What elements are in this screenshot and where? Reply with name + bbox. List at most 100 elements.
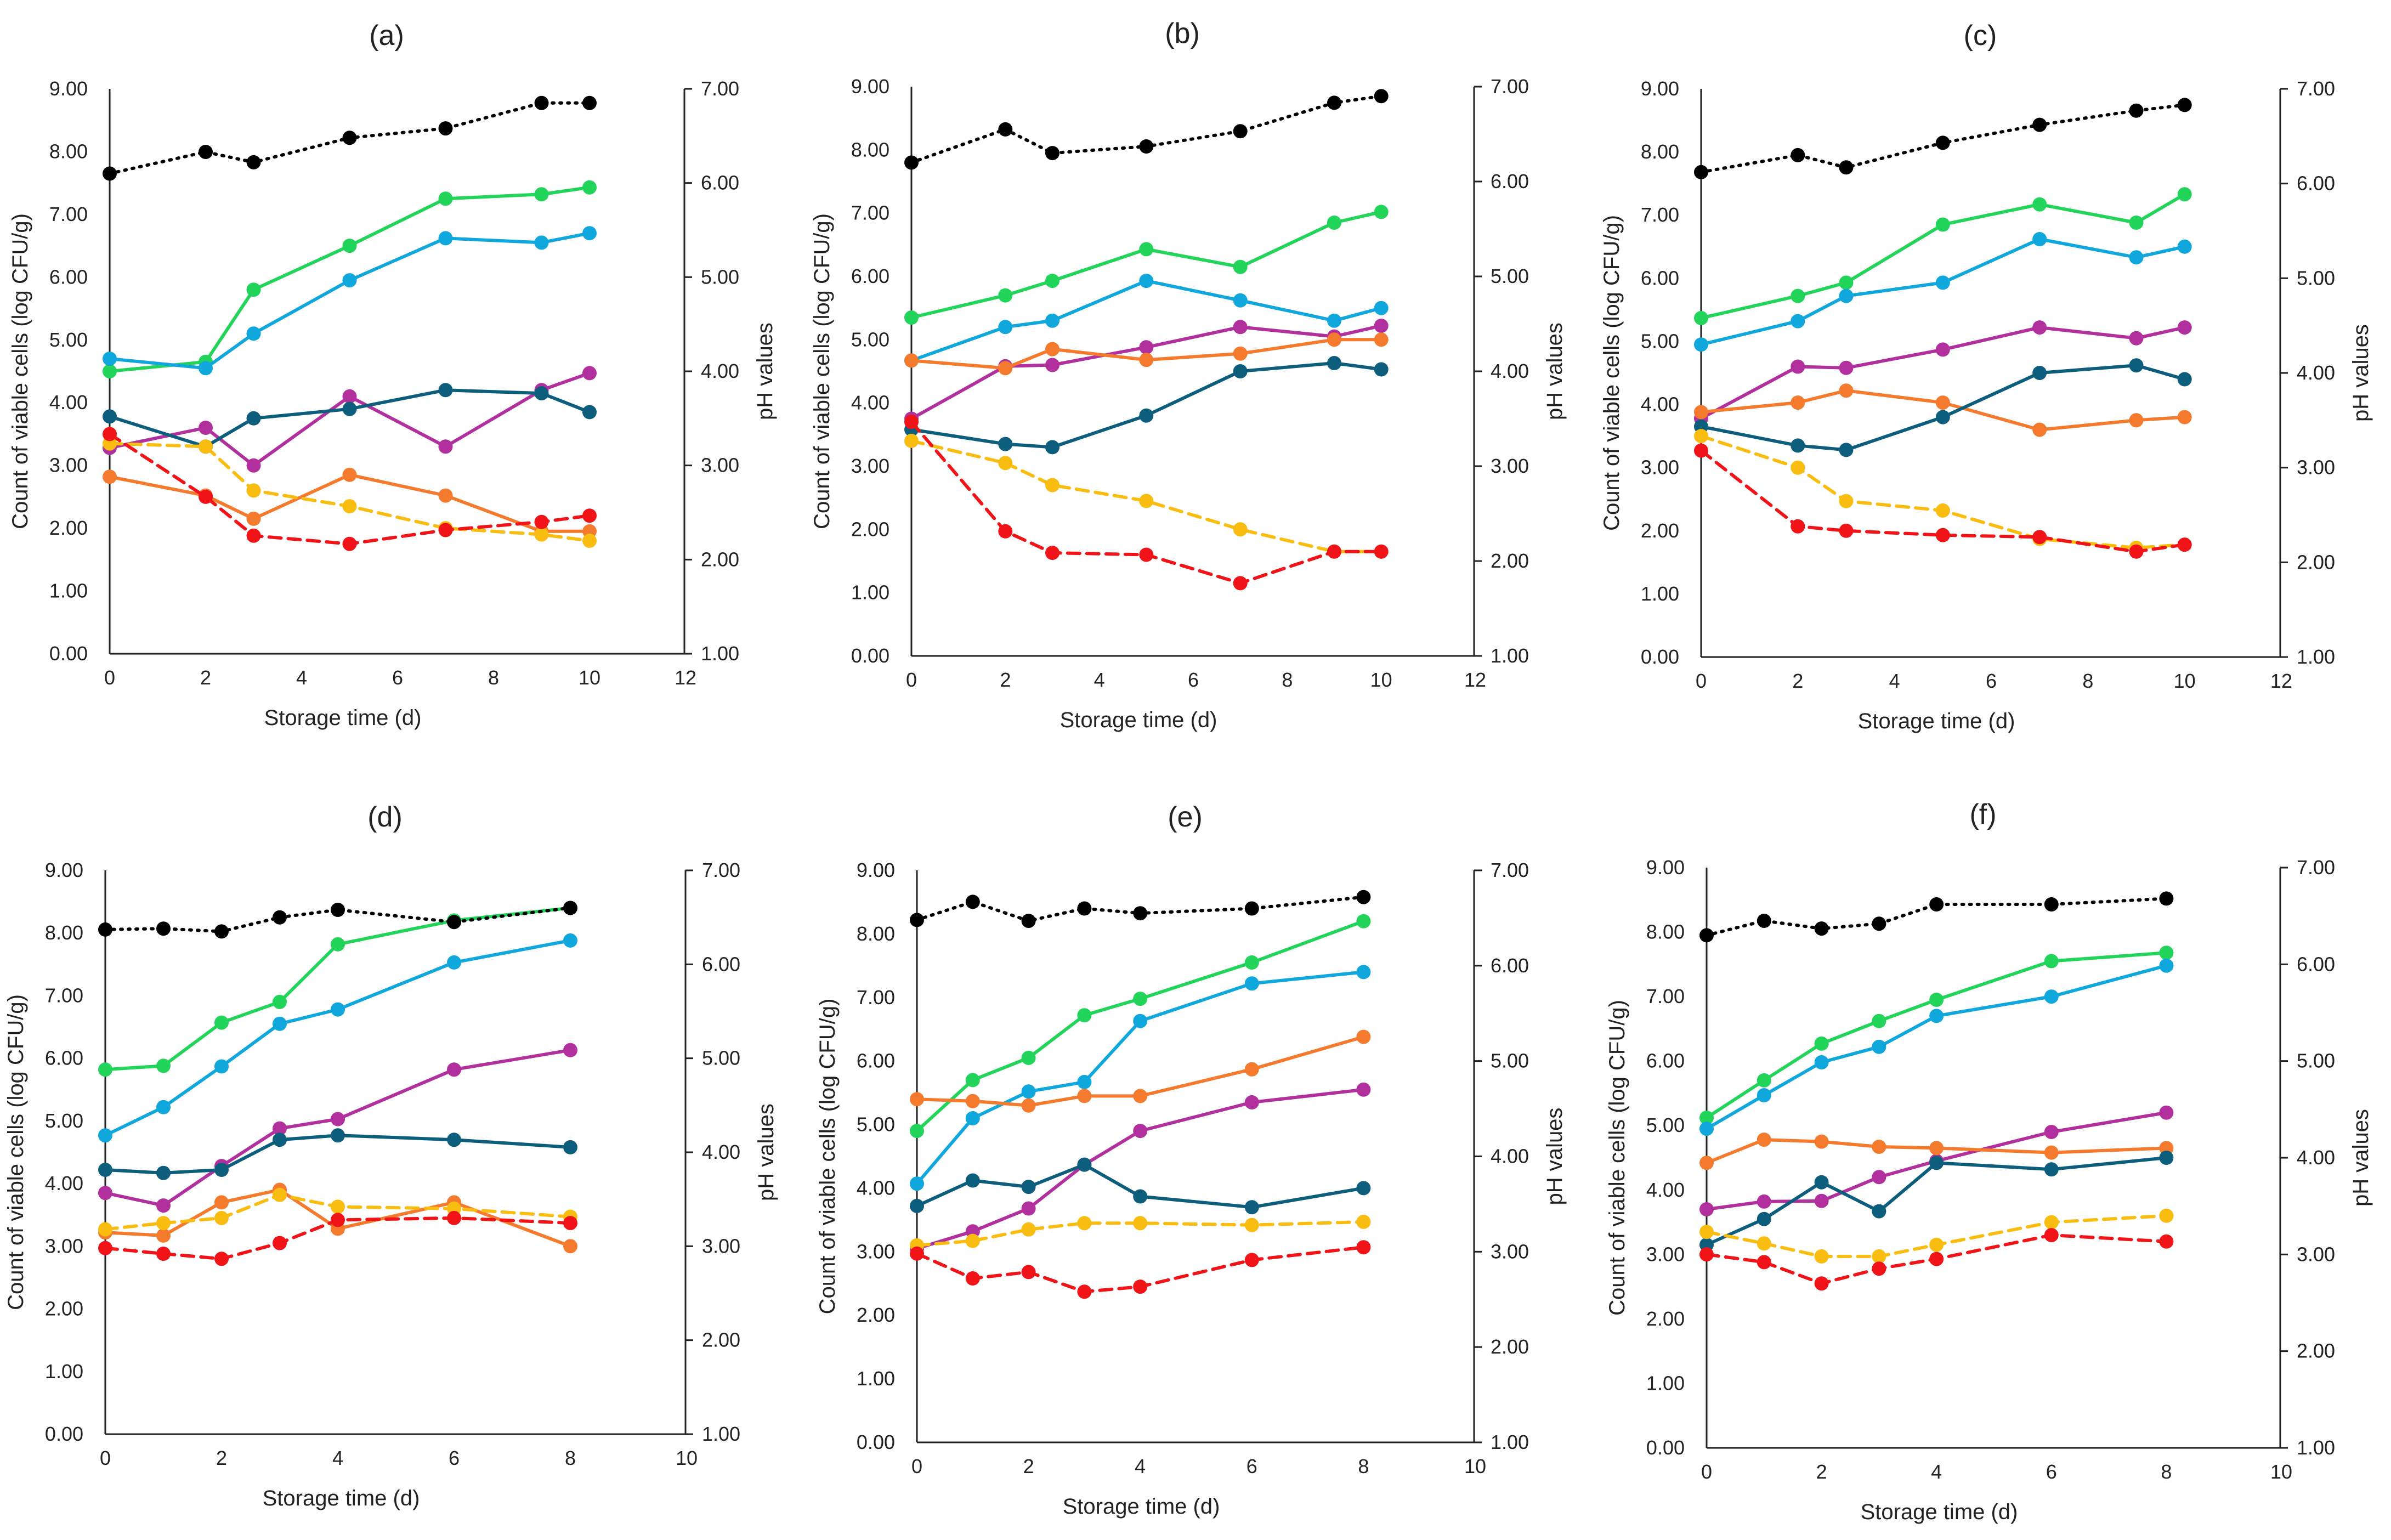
data-point-black [2044,897,2059,911]
data-point-purple [246,458,261,473]
data-point-red [1139,547,1154,562]
data-point-purple [1356,1082,1371,1097]
data-point-teal [98,1163,112,1177]
data-point-red [1757,1255,1771,1270]
data-point-orange [1814,1134,1829,1149]
x-tick-label: 2 [200,666,211,689]
data-point-red [1791,519,1805,534]
data-point-red [965,1271,980,1286]
data-point-orange [1133,1089,1148,1103]
data-point-blue [342,273,357,288]
data-point-green [273,994,287,1009]
data-point-purple [331,1112,345,1126]
data-point-red [2129,544,2144,559]
x-axis-title: Storage time (d) [1858,709,2015,733]
y-tick-label: 4.00 [1641,393,1679,416]
data-point-green [1045,274,1059,288]
data-point-green [582,180,597,195]
data-point-black [342,131,357,145]
x-tick-label: 0 [100,1447,111,1469]
y2-tick-label: 5.00 [701,265,739,288]
data-point-red [273,1236,287,1250]
series-line-blue [1699,237,2186,347]
data-point-blue [1133,1014,1148,1028]
data-point-red [1872,1261,1886,1276]
data-point-orange [2177,410,2192,424]
y2-axis-title: pH values [754,1103,778,1201]
data-point-teal [438,383,453,398]
y-tick-label: 9.00 [851,75,889,98]
x-tick-label: 8 [1358,1455,1369,1477]
data-point-green [998,288,1013,303]
data-point-black [582,95,597,110]
y-tick-label: 5.00 [45,1109,83,1132]
data-point-blue [246,326,261,341]
data-point-red [2032,530,2047,545]
y2-tick-label: 2.00 [2297,551,2335,573]
y2-tick-label: 5.00 [2297,267,2335,289]
data-point-blue [2159,958,2174,973]
y2-tick-label: 1.00 [2297,1436,2335,1459]
y2-tick-label: 7.00 [1491,75,1529,98]
data-point-yellow [1021,1222,1036,1237]
y-tick-label: 1.00 [1646,1372,1685,1394]
data-point-red [1814,1276,1829,1291]
data-point-green [1327,216,1341,230]
data-point-green [1791,288,1805,303]
data-point-black [534,95,549,110]
x-tick-label: 4 [1931,1460,1942,1483]
panel-label: (a) [369,20,404,52]
chart-panel-1: (a) 0.00 1.00 2.00 3.00 4.00 5.00 6.00 7.00 8.00 9… [8,20,777,730]
y2-tick-label: 3.00 [701,454,739,477]
data-point-yellow [965,1233,980,1248]
data-point-red [438,523,453,537]
y-tick-label: 2.00 [851,518,889,540]
x-tick-label: 6 [1247,1455,1257,1477]
data-point-orange [1694,405,1708,420]
data-point-orange [1021,1098,1036,1113]
data-point-black [103,166,117,181]
data-point-orange [1045,342,1059,356]
data-point-purple [1839,360,1854,375]
y2-tick-label: 3.00 [702,1235,740,1257]
data-point-green [1757,1073,1771,1088]
data-point-green [1356,914,1371,928]
x-tick-label: 6 [1986,670,1997,692]
series-line-teal [910,361,1383,449]
data-point-orange [1791,395,1805,410]
data-point-red [582,508,597,523]
data-point-teal [1791,438,1805,453]
y-tick-label: 3.00 [1641,456,1679,479]
data-point-yellow [1839,494,1854,508]
x-axis-title: Storage time (d) [1060,708,1217,732]
data-point-red [1935,528,1950,542]
y-tick-label: 8.00 [1641,140,1679,163]
y-tick-label: 3.00 [45,1235,83,1257]
data-point-purple [156,1198,171,1213]
y-tick-label: 0.00 [49,642,88,665]
x-axis-title: Storage time (d) [264,706,422,730]
data-point-yellow [582,534,597,548]
data-point-orange [1935,395,1950,410]
data-point-green [103,364,117,378]
y-tick-label: 5.00 [1646,1114,1685,1136]
data-point-teal [534,386,549,401]
data-point-blue [1374,301,1389,315]
y2-tick-label: 6.00 [702,953,740,975]
chart-panel-4: (d) 0.00 1.00 2.00 3.00 4.00 5.00 6.00 7.00 8.00 9… [4,801,778,1510]
x-tick-label: 12 [2270,670,2292,692]
data-point-orange [1077,1089,1092,1103]
y2-tick-label: 2.00 [2297,1340,2335,1362]
y2-tick-label: 7.00 [701,77,739,100]
data-point-red [156,1247,171,1261]
data-point-orange [2032,422,2047,437]
data-point-black [1757,914,1771,928]
data-point-blue [1791,314,1805,329]
y-tick-label: 3.00 [49,454,88,477]
y-tick-label: 9.00 [1641,77,1679,100]
data-point-blue [156,1100,171,1114]
y-tick-label: 1.00 [49,580,88,602]
data-point-purple [2177,320,2192,335]
data-point-green [2159,945,2174,960]
y2-tick-label: 1.00 [2297,646,2335,668]
